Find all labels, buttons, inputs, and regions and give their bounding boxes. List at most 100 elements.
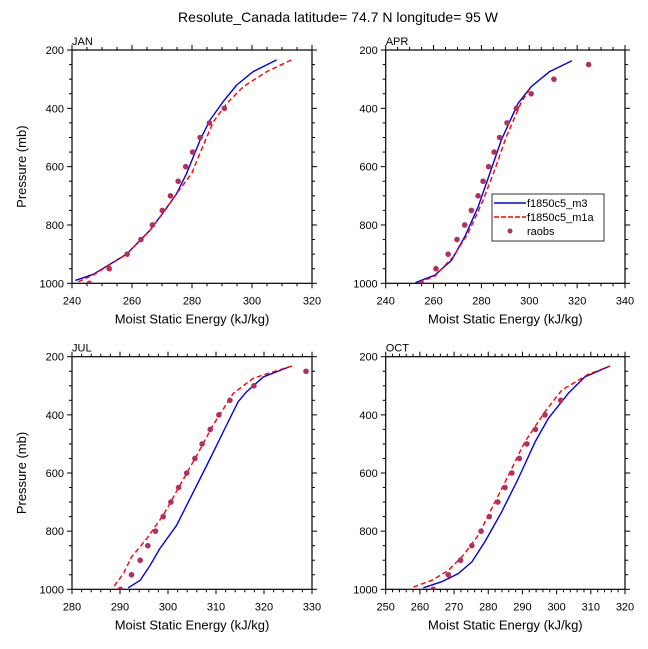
raobs-point bbox=[137, 557, 143, 564]
raobs-point bbox=[504, 120, 510, 126]
y-tick-label: 200 bbox=[46, 352, 64, 364]
x-tick-label: 320 bbox=[616, 601, 634, 613]
raobs-point bbox=[117, 586, 124, 590]
y-tick-label: 1000 bbox=[40, 584, 64, 596]
raobs-point bbox=[532, 426, 539, 433]
y-axis-title: Pressure (mb) bbox=[14, 432, 29, 514]
series-raobs bbox=[418, 61, 592, 284]
raobs-point bbox=[502, 484, 508, 491]
series-f1850c5-m1a-line bbox=[413, 365, 611, 588]
x-tick-label: 270 bbox=[445, 601, 463, 613]
raobs-point bbox=[159, 207, 166, 214]
series-raobs bbox=[430, 397, 564, 590]
raobs-point bbox=[199, 441, 205, 447]
x-tick-label: 310 bbox=[582, 601, 600, 613]
plot-frame bbox=[71, 49, 313, 284]
series-f1850c5-m1a-line bbox=[78, 59, 292, 283]
x-tick-label: 280 bbox=[183, 295, 201, 307]
series-f1850c5-m3-line bbox=[75, 59, 277, 282]
raobs-point bbox=[480, 178, 486, 185]
x-axis-title: Moist Static Energy (kJ/kg) bbox=[115, 617, 270, 632]
raobs-point bbox=[475, 193, 481, 199]
series-f1850c5-m1a-line bbox=[113, 365, 294, 587]
panel-title: JUL bbox=[72, 343, 92, 355]
raobs-point bbox=[528, 90, 534, 97]
y-tick-label: 800 bbox=[46, 220, 64, 232]
y-tick-label: 800 bbox=[359, 220, 377, 232]
raobs-point bbox=[516, 455, 523, 462]
y-tick-label: 800 bbox=[359, 526, 377, 538]
raobs-point bbox=[433, 265, 439, 272]
raobs-point bbox=[206, 120, 213, 126]
raobs-point bbox=[468, 207, 475, 214]
panel-title: JAN bbox=[72, 36, 93, 48]
raobs-point bbox=[496, 134, 503, 141]
raobs-point bbox=[86, 280, 93, 284]
x-tick-label: 280 bbox=[479, 601, 497, 613]
raobs-point bbox=[227, 397, 233, 404]
series-raobs bbox=[117, 368, 309, 590]
raobs-point bbox=[461, 222, 468, 228]
x-tick-label: 240 bbox=[377, 295, 395, 307]
x-tick-label: 250 bbox=[377, 601, 395, 613]
raobs-point bbox=[454, 236, 460, 243]
x-tick-label: 280 bbox=[472, 295, 490, 307]
raobs-point bbox=[138, 236, 144, 243]
y-tick-label: 600 bbox=[359, 162, 377, 174]
panel-apr: 240 260 280 300 320 340 200 400 600 800 1000 APR Moi… bbox=[353, 36, 634, 326]
y-tick-label: 200 bbox=[359, 352, 377, 364]
y-tick-label: 400 bbox=[46, 410, 64, 422]
raobs-point bbox=[303, 368, 309, 375]
raobs-point bbox=[457, 557, 464, 564]
plot-area bbox=[75, 59, 292, 284]
y-axis-title: Pressure (mb) bbox=[14, 125, 29, 207]
x-tick-label: 240 bbox=[63, 295, 81, 307]
plot-area bbox=[113, 365, 309, 590]
raobs-point bbox=[486, 513, 493, 520]
panel-title: OCT bbox=[386, 343, 410, 355]
raobs-point bbox=[216, 412, 222, 418]
raobs-point bbox=[192, 455, 198, 462]
raobs-point bbox=[509, 470, 515, 476]
x-tick-label: 260 bbox=[123, 295, 141, 307]
x-tick-label: 290 bbox=[111, 601, 129, 613]
plot-frame bbox=[71, 356, 313, 590]
x-axis-title: Moist Static Energy (kJ/kg) bbox=[428, 311, 583, 326]
x-tick-label: 300 bbox=[520, 295, 538, 307]
raobs-point bbox=[585, 61, 592, 68]
raobs-point bbox=[430, 586, 437, 590]
x-tick-label: 280 bbox=[63, 601, 81, 613]
raobs-point bbox=[478, 528, 484, 534]
y-tick-label: 800 bbox=[46, 526, 64, 538]
y-tick-label: 1000 bbox=[40, 278, 64, 290]
legend-label: f1850c5_m1a bbox=[527, 212, 595, 224]
raobs-point bbox=[418, 280, 425, 284]
plot-area bbox=[413, 365, 611, 590]
raobs-point bbox=[513, 105, 520, 112]
y-tick-label: 600 bbox=[359, 468, 377, 480]
raobs-point bbox=[124, 251, 130, 257]
x-tick-label: 320 bbox=[303, 295, 321, 307]
raobs-point bbox=[106, 265, 112, 272]
raobs-point bbox=[542, 412, 548, 418]
series-f1850c5-m3-line bbox=[127, 365, 291, 589]
x-axis-title: Moist Static Energy (kJ/kg) bbox=[115, 311, 270, 326]
panel-jan: 240 260 280 300 320 200 400 600 800 1000 JAN Moist … bbox=[14, 36, 321, 326]
raobs-point bbox=[168, 499, 174, 505]
y-tick-label: 400 bbox=[46, 103, 64, 115]
raobs-point bbox=[221, 105, 228, 112]
legend-label: raobs bbox=[527, 226, 555, 238]
y-tick-label: 200 bbox=[359, 45, 377, 57]
series-f1850c5-m1a-line bbox=[418, 86, 532, 284]
raobs-point bbox=[160, 513, 166, 520]
raobs-point bbox=[485, 163, 492, 170]
raobs-point bbox=[551, 76, 557, 82]
x-axis-title: Moist Static Energy (kJ/kg) bbox=[428, 617, 583, 632]
x-tick-label: 320 bbox=[255, 601, 273, 613]
y-tick-label: 1000 bbox=[353, 584, 377, 596]
raobs-point bbox=[445, 251, 451, 257]
y-tick-label: 200 bbox=[46, 45, 64, 57]
plot-area bbox=[415, 60, 592, 284]
series-raobs bbox=[86, 105, 228, 284]
panel-oct: 250 260 270 280 290 300 310 320 200 400 600 800 1000… bbox=[353, 343, 634, 633]
